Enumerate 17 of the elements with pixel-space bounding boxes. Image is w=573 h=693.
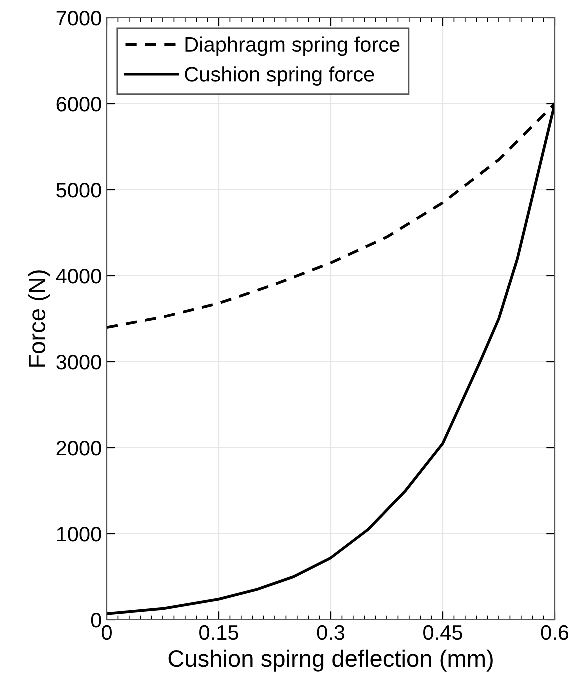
y-tick-label: 0 xyxy=(91,613,102,628)
y-tick-label: 4000 xyxy=(56,269,102,284)
legend-label: Diaphragm spring force xyxy=(186,36,400,56)
legend-label: Cushion spring force xyxy=(185,66,374,86)
y-axis-title: Force (N) xyxy=(28,270,50,367)
x-axis-title: Cushion spirng deflection (mm) xyxy=(168,650,493,672)
y-tick-label: 6000 xyxy=(56,97,102,112)
x-tick-label: 0 xyxy=(102,625,112,640)
y-tick-label: 3000 xyxy=(56,355,102,370)
y-tick-label: 2000 xyxy=(56,441,102,456)
y-tick-label: 5000 xyxy=(56,183,102,198)
x-tick-label: 0.6 xyxy=(541,625,569,640)
x-tick-label: 0.45 xyxy=(424,625,462,640)
x-tick-label: 0.3 xyxy=(317,625,345,640)
x-tick-label: 0.15 xyxy=(200,625,238,640)
y-tick-label: 1000 xyxy=(57,527,102,542)
y-tick-label: 7000 xyxy=(56,11,102,26)
